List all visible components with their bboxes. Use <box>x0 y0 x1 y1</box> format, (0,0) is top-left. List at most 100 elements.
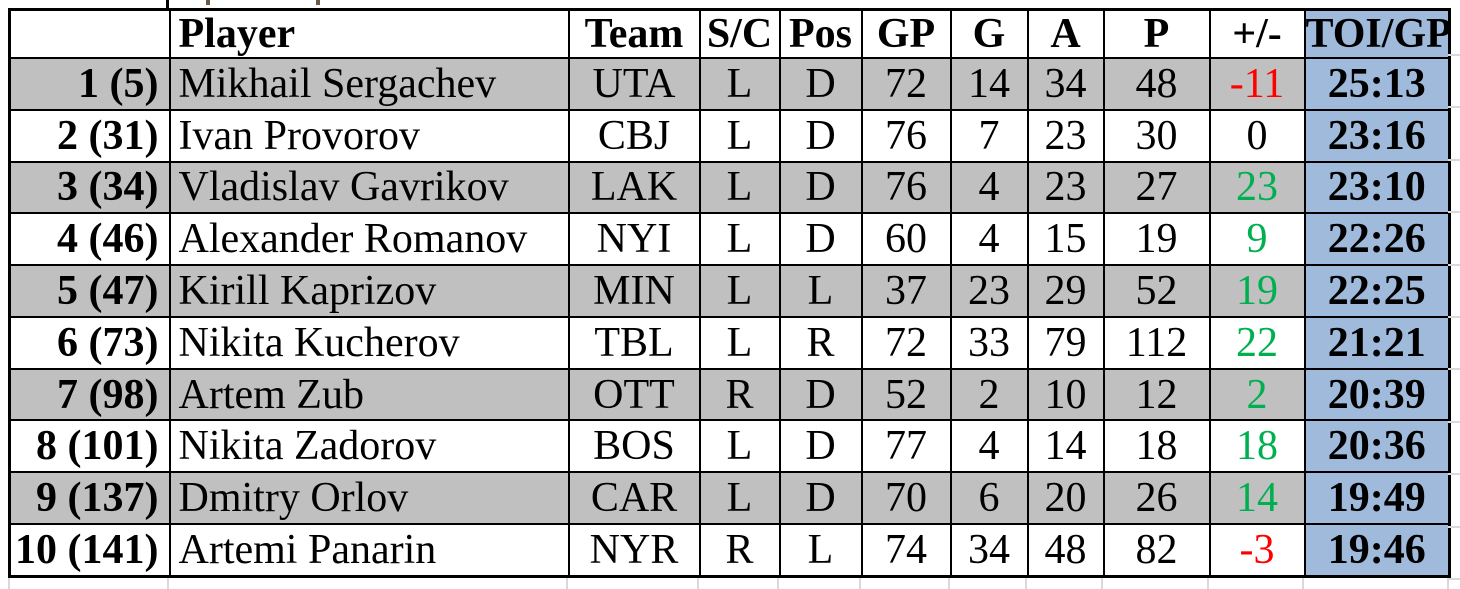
cell-pos[interactable]: L <box>778 523 863 578</box>
cell-toi[interactable]: 19:49 <box>1303 471 1451 526</box>
cell-gp[interactable]: 74 <box>860 523 952 578</box>
cell-plusminus[interactable]: 22 <box>1208 315 1306 370</box>
cell-sc[interactable]: L <box>698 108 781 163</box>
cell-team[interactable]: CAR <box>567 471 701 526</box>
cell-gp[interactable]: 76 <box>860 108 952 163</box>
cell-plusminus[interactable]: 0 <box>1208 108 1306 163</box>
cell-team[interactable]: UTA <box>567 57 701 111</box>
cell-pos[interactable]: L <box>778 264 863 318</box>
cell-toi[interactable]: 21:21 <box>1303 315 1451 370</box>
cell-plusminus[interactable]: -11 <box>1208 57 1306 111</box>
cell-gp[interactable]: 72 <box>860 315 952 370</box>
cell-pos[interactable]: D <box>778 57 863 111</box>
header-cell-g[interactable]: G <box>949 8 1029 59</box>
cell-player[interactable]: Dmitry Orlov <box>168 471 570 526</box>
cell-a[interactable]: 29 <box>1026 264 1105 318</box>
cell-rank[interactable]: 9 (137) <box>8 471 171 526</box>
cell-rank[interactable]: 3 (34) <box>8 160 171 215</box>
cell-team[interactable]: NYI <box>567 212 701 267</box>
cell-player[interactable]: Vladislav Gavrikov <box>168 160 570 215</box>
cell-toi[interactable]: 23:10 <box>1303 160 1451 215</box>
cell-p[interactable]: 27 <box>1102 160 1211 215</box>
cell-player[interactable]: Nikita Kucherov <box>168 315 570 370</box>
cell-toi[interactable]: 20:36 <box>1303 419 1451 474</box>
cell-g[interactable]: 14 <box>949 57 1029 111</box>
cell-player[interactable]: Artem Zub <box>168 367 570 422</box>
cell-player[interactable]: Nikita Zadorov <box>168 419 570 474</box>
cell-gp[interactable]: 60 <box>860 212 952 267</box>
cell-g[interactable]: 2 <box>949 367 1029 422</box>
cell-g[interactable]: 23 <box>949 264 1029 318</box>
cell-rank[interactable]: 6 (73) <box>8 315 171 370</box>
header-cell-player[interactable]: Player <box>168 8 570 59</box>
header-cell-pos[interactable]: Pos <box>778 8 863 59</box>
cell-player[interactable]: Mikhail Sergachev <box>168 57 570 111</box>
cell-team[interactable]: MIN <box>567 264 701 318</box>
header-cell-p[interactable]: P <box>1102 8 1211 59</box>
cell-gp[interactable]: 72 <box>860 57 952 111</box>
cell-plusminus[interactable]: 19 <box>1208 264 1306 318</box>
cell-g[interactable]: 33 <box>949 315 1029 370</box>
cell-sc[interactable]: L <box>698 160 781 215</box>
cell-g[interactable]: 6 <box>949 471 1029 526</box>
cell-g[interactable]: 34 <box>949 523 1029 578</box>
cell-p[interactable]: 19 <box>1102 212 1211 267</box>
cell-p[interactable]: 12 <box>1102 367 1211 422</box>
cell-p[interactable]: 48 <box>1102 57 1211 111</box>
cell-plusminus[interactable]: 2 <box>1208 367 1306 422</box>
cell-rank[interactable]: 7 (98) <box>8 367 171 422</box>
cell-toi[interactable]: 20:39 <box>1303 367 1451 422</box>
cell-plusminus[interactable]: 14 <box>1208 471 1306 526</box>
cell-sc[interactable]: R <box>698 367 781 422</box>
header-cell-plusminus[interactable]: +/- <box>1208 8 1306 59</box>
cell-a[interactable]: 10 <box>1026 367 1105 422</box>
cell-plusminus[interactable]: 23 <box>1208 160 1306 215</box>
cell-sc[interactable]: L <box>698 57 781 111</box>
cell-rank[interactable]: 2 (31) <box>8 108 171 163</box>
cell-toi[interactable]: 22:26 <box>1303 212 1451 267</box>
cell-player[interactable]: Artemi Panarin <box>168 523 570 578</box>
cell-p[interactable]: 26 <box>1102 471 1211 526</box>
cell-p[interactable]: 18 <box>1102 419 1211 474</box>
cell-p[interactable]: 30 <box>1102 108 1211 163</box>
cell-pos[interactable]: D <box>778 419 863 474</box>
cell-g[interactable]: 7 <box>949 108 1029 163</box>
cell-a[interactable]: 79 <box>1026 315 1105 370</box>
cell-team[interactable]: LAK <box>567 160 701 215</box>
cell-sc[interactable]: L <box>698 212 781 267</box>
cell-pos[interactable]: D <box>778 108 863 163</box>
cell-toi[interactable]: 19:46 <box>1303 523 1451 578</box>
header-cell-sc[interactable]: S/C <box>698 8 781 59</box>
cell-toi[interactable]: 23:16 <box>1303 108 1451 163</box>
cell-rank[interactable]: 10 (141) <box>8 523 171 578</box>
cell-gp[interactable]: 77 <box>860 419 952 474</box>
header-cell-rank[interactable] <box>8 8 171 59</box>
cell-team[interactable]: CBJ <box>567 108 701 163</box>
cell-sc[interactable]: L <box>698 264 781 318</box>
cell-plusminus[interactable]: 9 <box>1208 212 1306 267</box>
cell-sc[interactable]: R <box>698 523 781 578</box>
cell-a[interactable]: 23 <box>1026 160 1105 215</box>
cell-g[interactable]: 4 <box>949 212 1029 267</box>
header-cell-gp[interactable]: GP <box>860 8 952 59</box>
cell-a[interactable]: 15 <box>1026 212 1105 267</box>
cell-sc[interactable]: L <box>698 471 781 526</box>
cell-gp[interactable]: 52 <box>860 367 952 422</box>
cell-player[interactable]: Alexander Romanov <box>168 212 570 267</box>
cell-rank[interactable]: 1 (5) <box>8 57 171 111</box>
cell-p[interactable]: 52 <box>1102 264 1211 318</box>
cell-pos[interactable]: D <box>778 160 863 215</box>
cell-player[interactable]: Ivan Provorov <box>168 108 570 163</box>
cell-toi[interactable]: 25:13 <box>1303 57 1451 111</box>
cell-rank[interactable]: 4 (46) <box>8 212 171 267</box>
header-cell-team[interactable]: Team <box>567 8 701 59</box>
cell-a[interactable]: 20 <box>1026 471 1105 526</box>
cell-gp[interactable]: 76 <box>860 160 952 215</box>
cell-toi[interactable]: 22:25 <box>1303 264 1451 318</box>
cell-team[interactable]: TBL <box>567 315 701 370</box>
header-cell-a[interactable]: A <box>1026 8 1105 59</box>
cell-a[interactable]: 48 <box>1026 523 1105 578</box>
cell-team[interactable]: NYR <box>567 523 701 578</box>
cell-a[interactable]: 23 <box>1026 108 1105 163</box>
cell-g[interactable]: 4 <box>949 160 1029 215</box>
